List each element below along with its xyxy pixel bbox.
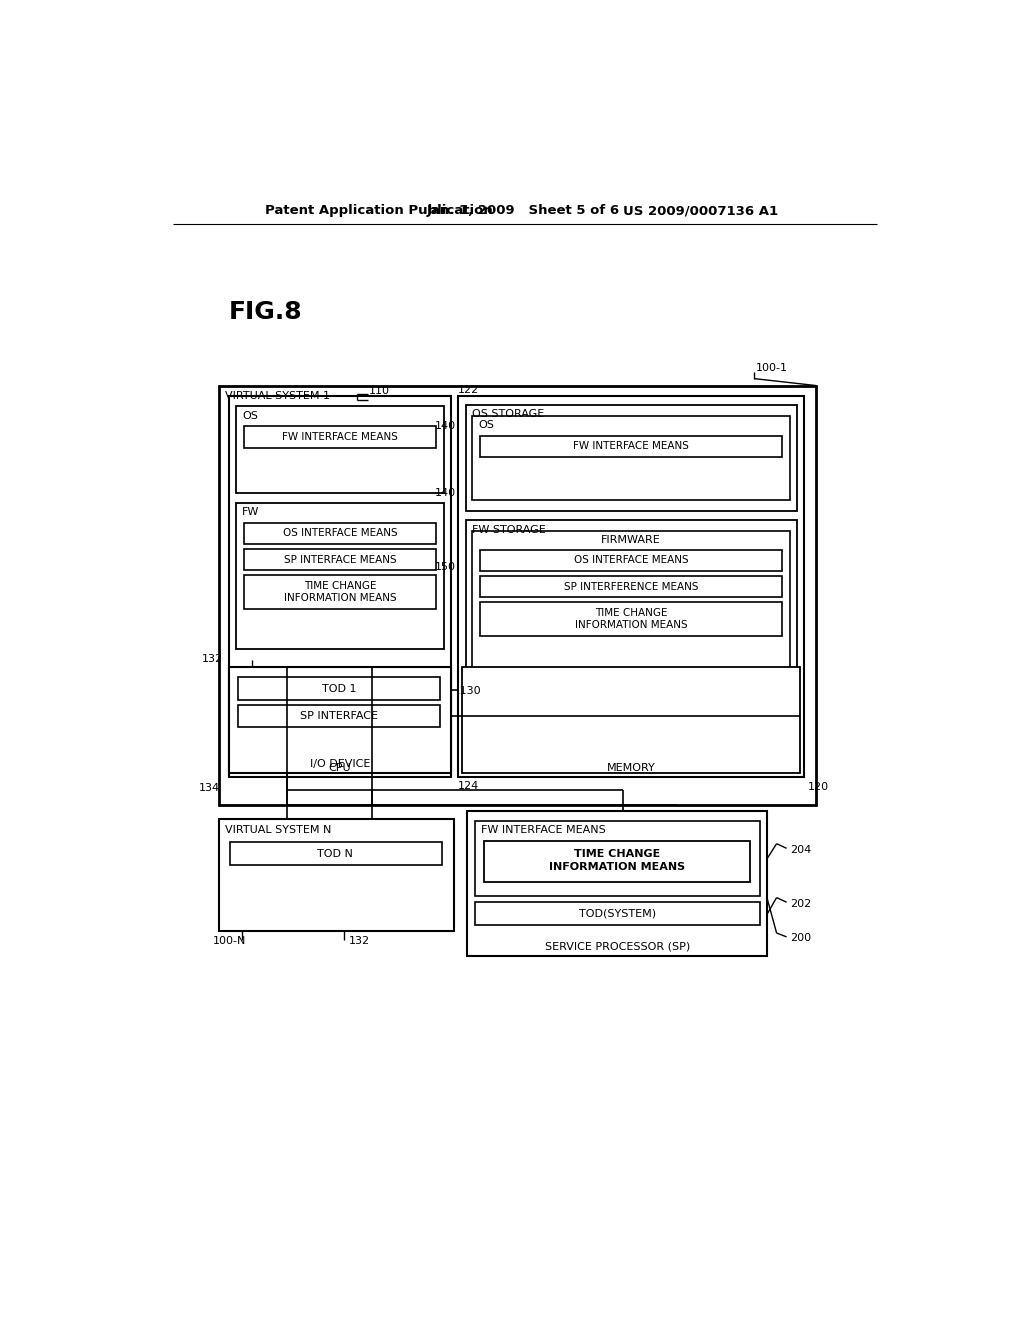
Bar (244, 576, 436, 609)
Bar (484, 841, 751, 882)
Text: VIRTUAL SYSTEM N: VIRTUAL SYSTEM N (225, 825, 332, 834)
Text: INFORMATION MEANS: INFORMATION MEANS (574, 620, 687, 630)
Bar (472, 531, 790, 743)
Bar (239, 677, 440, 701)
Text: SP INTERFACE MEANS: SP INTERFACE MEANS (284, 554, 396, 565)
Text: CPU: CPU (329, 763, 351, 774)
Bar (237, 407, 444, 492)
Bar (244, 549, 436, 570)
Text: 100-1: 100-1 (756, 363, 788, 372)
Text: TOD(SYSTEM): TOD(SYSTEM) (579, 908, 655, 919)
Text: TOD 1: TOD 1 (322, 684, 356, 694)
Bar (472, 416, 790, 500)
Text: 204: 204 (791, 845, 812, 855)
Text: FW STORAGE: FW STORAGE (472, 524, 546, 535)
Text: 110: 110 (370, 385, 390, 396)
Bar (219, 385, 816, 805)
Text: FIRMWARE: FIRMWARE (601, 536, 660, 545)
Bar (480, 576, 782, 598)
Bar (467, 812, 767, 956)
Text: FW INTERFACE MEANS: FW INTERFACE MEANS (481, 825, 605, 834)
Bar (466, 520, 797, 758)
Text: 134: 134 (200, 783, 220, 793)
Text: VIRTUAL SYSTEM 1: VIRTUAL SYSTEM 1 (225, 391, 331, 401)
Text: INFORMATION MEANS: INFORMATION MEANS (549, 862, 685, 871)
Bar (475, 821, 760, 896)
Text: FW: FW (243, 507, 260, 517)
Text: Patent Application Publication: Patent Application Publication (265, 205, 494, 218)
Text: 132: 132 (202, 653, 223, 664)
Bar (475, 903, 760, 925)
Bar (237, 503, 444, 649)
Bar (480, 602, 782, 636)
Text: 122: 122 (458, 385, 479, 395)
Text: 202: 202 (791, 899, 812, 908)
Text: MEMORY: MEMORY (606, 763, 655, 774)
Text: TIME CHANGE: TIME CHANGE (595, 607, 668, 618)
Bar (480, 549, 782, 572)
Text: OS: OS (478, 420, 495, 430)
Bar (229, 396, 451, 776)
Text: SERVICE PROCESSOR (SP): SERVICE PROCESSOR (SP) (545, 941, 690, 952)
Text: .130: .130 (457, 686, 481, 696)
Bar (462, 667, 801, 774)
Text: 132: 132 (349, 936, 370, 946)
Text: TOD N: TOD N (317, 849, 353, 859)
Text: OS INTERFACE MEANS: OS INTERFACE MEANS (283, 528, 397, 539)
Text: I/O DEVICE: I/O DEVICE (310, 759, 371, 770)
Text: OS: OS (243, 411, 258, 421)
Bar (219, 818, 454, 931)
Text: 120: 120 (808, 783, 829, 792)
Text: FW INTERFACE MEANS: FW INTERFACE MEANS (282, 432, 398, 442)
Text: FIG.8: FIG.8 (229, 301, 303, 325)
Bar (466, 405, 797, 511)
Text: SP INTERFERENCE MEANS: SP INTERFERENCE MEANS (564, 582, 698, 591)
Text: TIME CHANGE: TIME CHANGE (574, 849, 660, 859)
Text: 140: 140 (434, 421, 456, 430)
Bar (244, 426, 436, 447)
Text: TIME CHANGE: TIME CHANGE (304, 581, 376, 591)
Text: INFORMATION MEANS: INFORMATION MEANS (284, 593, 396, 603)
Text: 200: 200 (791, 933, 812, 944)
Text: 124: 124 (458, 781, 479, 791)
Bar (239, 705, 440, 726)
Text: FW INTERFACE MEANS: FW INTERFACE MEANS (573, 441, 689, 451)
Text: 140: 140 (434, 488, 456, 499)
Text: OS INTERFACE MEANS: OS INTERFACE MEANS (573, 556, 688, 565)
Bar (244, 523, 436, 544)
Bar (480, 436, 782, 457)
Text: OS STORAGE: OS STORAGE (472, 409, 544, 418)
Text: SP INTERFACE: SP INTERFACE (300, 711, 378, 721)
Text: 100-N: 100-N (213, 936, 247, 946)
Text: 150: 150 (434, 561, 456, 572)
Bar (229, 667, 451, 774)
Bar (458, 396, 804, 776)
Text: US 2009/0007136 A1: US 2009/0007136 A1 (624, 205, 778, 218)
Text: Jan. 1, 2009   Sheet 5 of 6: Jan. 1, 2009 Sheet 5 of 6 (427, 205, 621, 218)
Bar (230, 842, 441, 866)
